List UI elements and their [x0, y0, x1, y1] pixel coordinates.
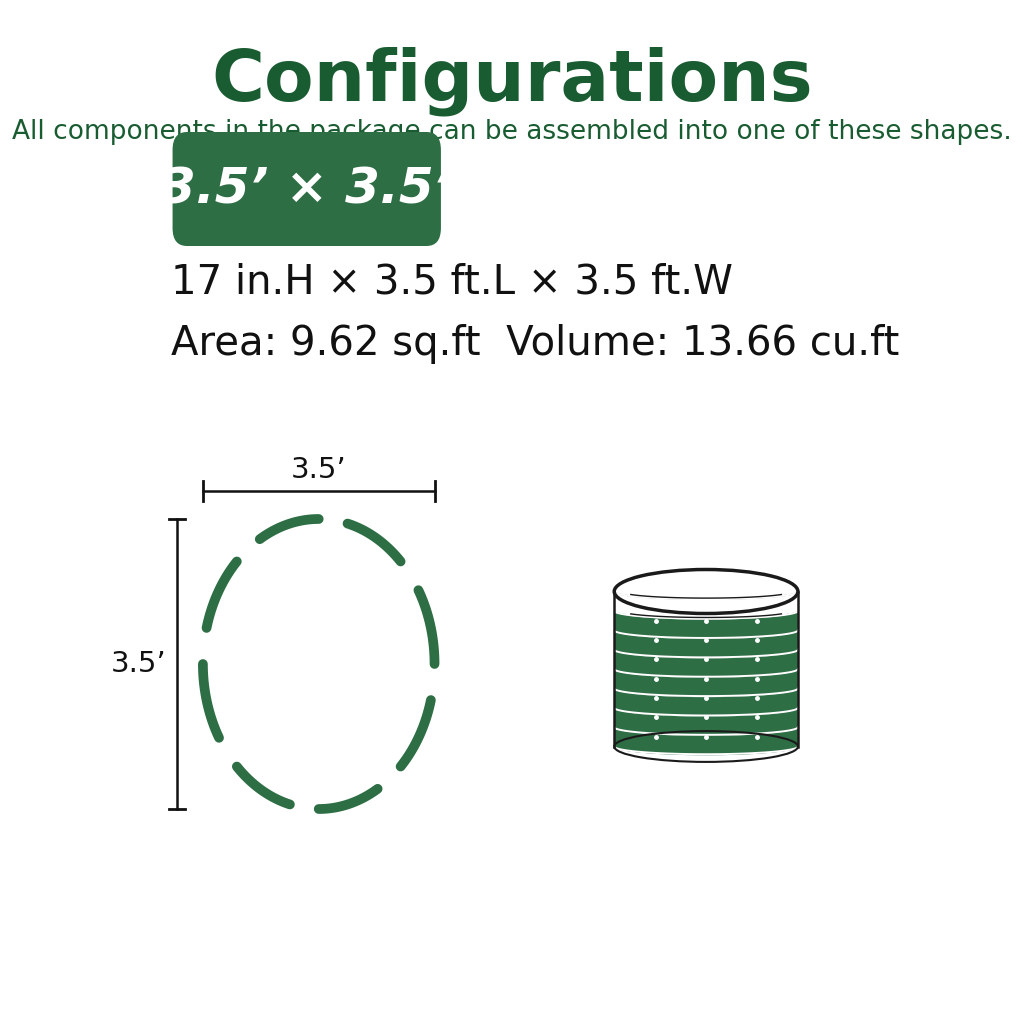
Text: Area: 9.62 sq.ft  Volume: 13.66 cu.ft: Area: 9.62 sq.ft Volume: 13.66 cu.ft: [171, 324, 899, 364]
PathPatch shape: [614, 630, 798, 658]
PathPatch shape: [614, 611, 798, 639]
Text: 3.5’: 3.5’: [111, 650, 166, 678]
PathPatch shape: [614, 727, 798, 756]
Text: Configurations: Configurations: [211, 46, 813, 116]
PathPatch shape: [614, 688, 798, 717]
PathPatch shape: [614, 649, 798, 678]
Text: All components in the package can be assembled into one of these shapes.: All components in the package can be ass…: [12, 119, 1012, 145]
PathPatch shape: [614, 669, 798, 697]
PathPatch shape: [614, 569, 798, 746]
FancyBboxPatch shape: [173, 132, 441, 246]
Text: 17 in.H × 3.5 ft.L × 3.5 ft.W: 17 in.H × 3.5 ft.L × 3.5 ft.W: [171, 262, 733, 302]
Text: 3.5’ × 3.5’: 3.5’ × 3.5’: [161, 165, 453, 213]
PathPatch shape: [614, 708, 798, 736]
Text: 3.5’: 3.5’: [291, 456, 346, 484]
